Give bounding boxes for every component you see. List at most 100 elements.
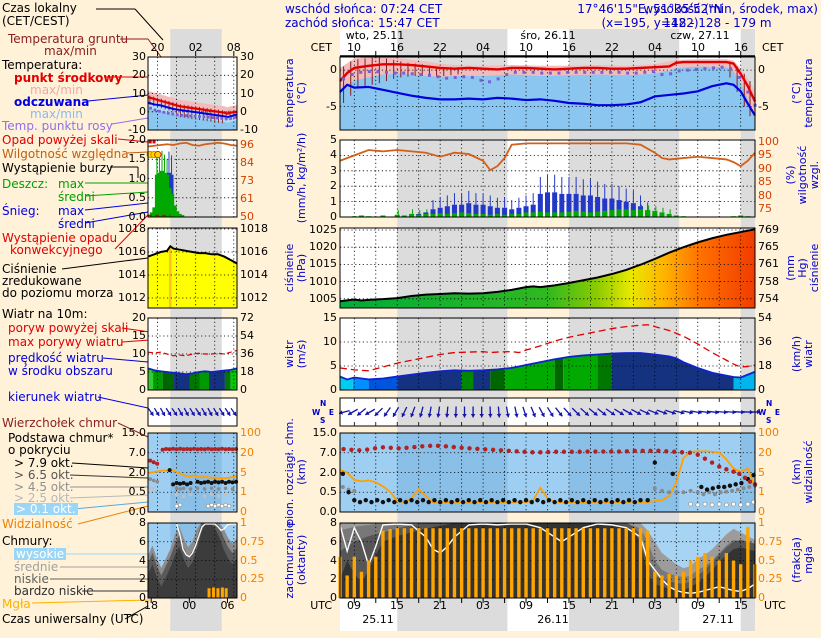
time-label-top: 16 (562, 41, 576, 54)
axis-tick-label: 54 (240, 329, 254, 342)
axis-tick-label: 7.0 (319, 445, 338, 459)
time-label-bottom: 09 (691, 599, 705, 612)
axis-tick-label: 2.0 (128, 133, 147, 146)
axis-tick-label: 80 (758, 188, 772, 202)
axis-tick-label: 0.0 (128, 210, 147, 223)
time-label-top: 04 (476, 41, 490, 54)
axis-tick-label: 1014 (240, 268, 268, 281)
time-label-top: 04 (648, 41, 662, 54)
axis-tick-label: 1014 (118, 268, 146, 281)
axis-title-pressure-left: ciśnienie (hPa) (283, 243, 308, 293)
label-wind-speed-1: prędkość wiatru (8, 351, 104, 365)
axis-tick-label: 4 (330, 553, 337, 567)
axis-title-cloudext-left: pion. rozciągł. chm. (km) (283, 418, 308, 526)
date-label: 26.11 (537, 613, 569, 626)
axis-tick-label: 0 (240, 383, 247, 396)
axis-tick-label: -10 (240, 123, 258, 136)
sunset-label: zachód słońca: 15:47 CET (285, 16, 440, 30)
time-label-top: 10 (347, 41, 361, 54)
axis-tick-label: 1018 (240, 222, 268, 235)
axis-tick-label: 0.5 (128, 485, 147, 499)
label-wind10m: Wiatr na 10m: (2, 307, 88, 321)
axis-tick-label: 5 (758, 465, 765, 479)
altitude-values: 118 - 128 - 179 m (663, 16, 772, 30)
axis-tick-label: 20 (240, 68, 254, 82)
label-okta-01: > 0.1 okt. (14, 502, 78, 516)
axis-tick-label: -5 (758, 99, 769, 113)
axis-tick-label: 758 (758, 274, 779, 288)
axis-tick-label: 1005 (309, 291, 337, 305)
label-temperature: Temperatura: (2, 58, 83, 72)
axis-title-temp-right: (°C) temperatura (790, 58, 815, 128)
axis-tick-label: 18 (240, 365, 254, 378)
axis-tick-label: 1 (330, 194, 337, 208)
axis-tick-label: 72 (240, 311, 254, 324)
axis-tick-label: 0.5 (240, 553, 258, 567)
axis-tick-label: 1 (240, 516, 247, 529)
axis-tick-label: 15.0 (312, 426, 338, 439)
axis-tick-label: 0 (758, 505, 765, 518)
mini-time-label-top: 20 (150, 41, 165, 54)
label-cloud-base-2: o pokryciu (8, 443, 71, 457)
label-precip-offscale: Opad powyżej skali (2, 133, 118, 147)
date-label: 27.11 (702, 613, 734, 626)
axis-tick-label: 5 (330, 359, 337, 372)
axis-tick-label: 100 (240, 426, 261, 439)
axis-tick-label: 4 (139, 553, 146, 567)
axis-tick-label: 1010 (309, 274, 337, 288)
label-midpoint-maxmin: max/min (30, 83, 83, 97)
label-snow-mean: średni (58, 217, 95, 231)
axis-tick-label: 20 (240, 445, 254, 459)
time-label-top: 10 (691, 41, 705, 54)
label-universal-time: Czas uniwersalny (UTC) (2, 612, 144, 626)
axis-tick-label: 1 (758, 516, 765, 529)
time-label-bottom: 09 (347, 599, 361, 612)
axis-tick-label: 1.5 (128, 152, 147, 166)
axis-tick-label: -5 (326, 99, 337, 113)
axis-tick-label: 30 (132, 50, 146, 63)
axis-tick-label: 0.75 (758, 534, 783, 548)
time-label-top: 22 (433, 41, 447, 54)
axis-tick-label: 0.5 (319, 485, 338, 499)
axis-tick-label: 90 (758, 161, 772, 175)
axis-tick-label: 10 (323, 335, 337, 348)
axis-tick-label: 15 (132, 329, 146, 342)
axis-tick-label: 6 (330, 534, 337, 548)
axis-tick-label: 10 (240, 86, 254, 100)
label-pressure-3: do poziomu morza (2, 286, 114, 300)
axis-tick-label: 0 (330, 591, 337, 604)
label-max-gusts: max porywy wiatru (8, 335, 124, 349)
label-clouds-mid: średnie (14, 560, 59, 574)
label-conv-precip-2: konwekcyjnego (10, 243, 103, 257)
axis-tick-label: 61 (240, 192, 254, 205)
axis-tick-label: 0 (758, 383, 765, 396)
label-midpoint-temp: punkt środkowy (14, 71, 123, 85)
mini-time-label-bottom: 18 (144, 599, 158, 612)
axis-tick-label: 0 (758, 63, 765, 77)
axis-tick-label: 5 (139, 365, 146, 378)
day-label: czw, 27.11 (670, 29, 730, 42)
label-cloud-base-1: Podstawa chmur* (8, 431, 114, 445)
time-label-bottom: 03 (476, 599, 490, 612)
axis-tick-label: 20 (132, 68, 146, 82)
axis-tick-label: 0 (240, 104, 247, 118)
label-pressure-2: zredukowane (2, 274, 82, 288)
label-cet-cest: (CET/CEST) (2, 14, 70, 28)
label-humidity: Wilgotność względna (2, 147, 129, 161)
axis-tick-label: 2.0 (319, 465, 338, 479)
axis-tick-label: 0.5 (758, 553, 776, 567)
utc-label-right: UTC (764, 599, 786, 612)
axis-tick-label: 1 (758, 485, 765, 499)
axis-tick-label: 0 (139, 383, 146, 396)
axis-tick-label: 36 (758, 335, 772, 348)
axis-tick-label: 6 (139, 534, 146, 548)
day-label: wto, 25.11 (345, 29, 405, 42)
axis-tick-label: 84 (240, 156, 254, 169)
label-fog: Mgła (2, 597, 31, 611)
axis-tick-label: 1018 (118, 222, 146, 235)
mini-time-label-top: 08 (226, 41, 241, 54)
time-label-top: 22 (605, 41, 619, 54)
axis-tick-label: 0 (139, 104, 146, 118)
